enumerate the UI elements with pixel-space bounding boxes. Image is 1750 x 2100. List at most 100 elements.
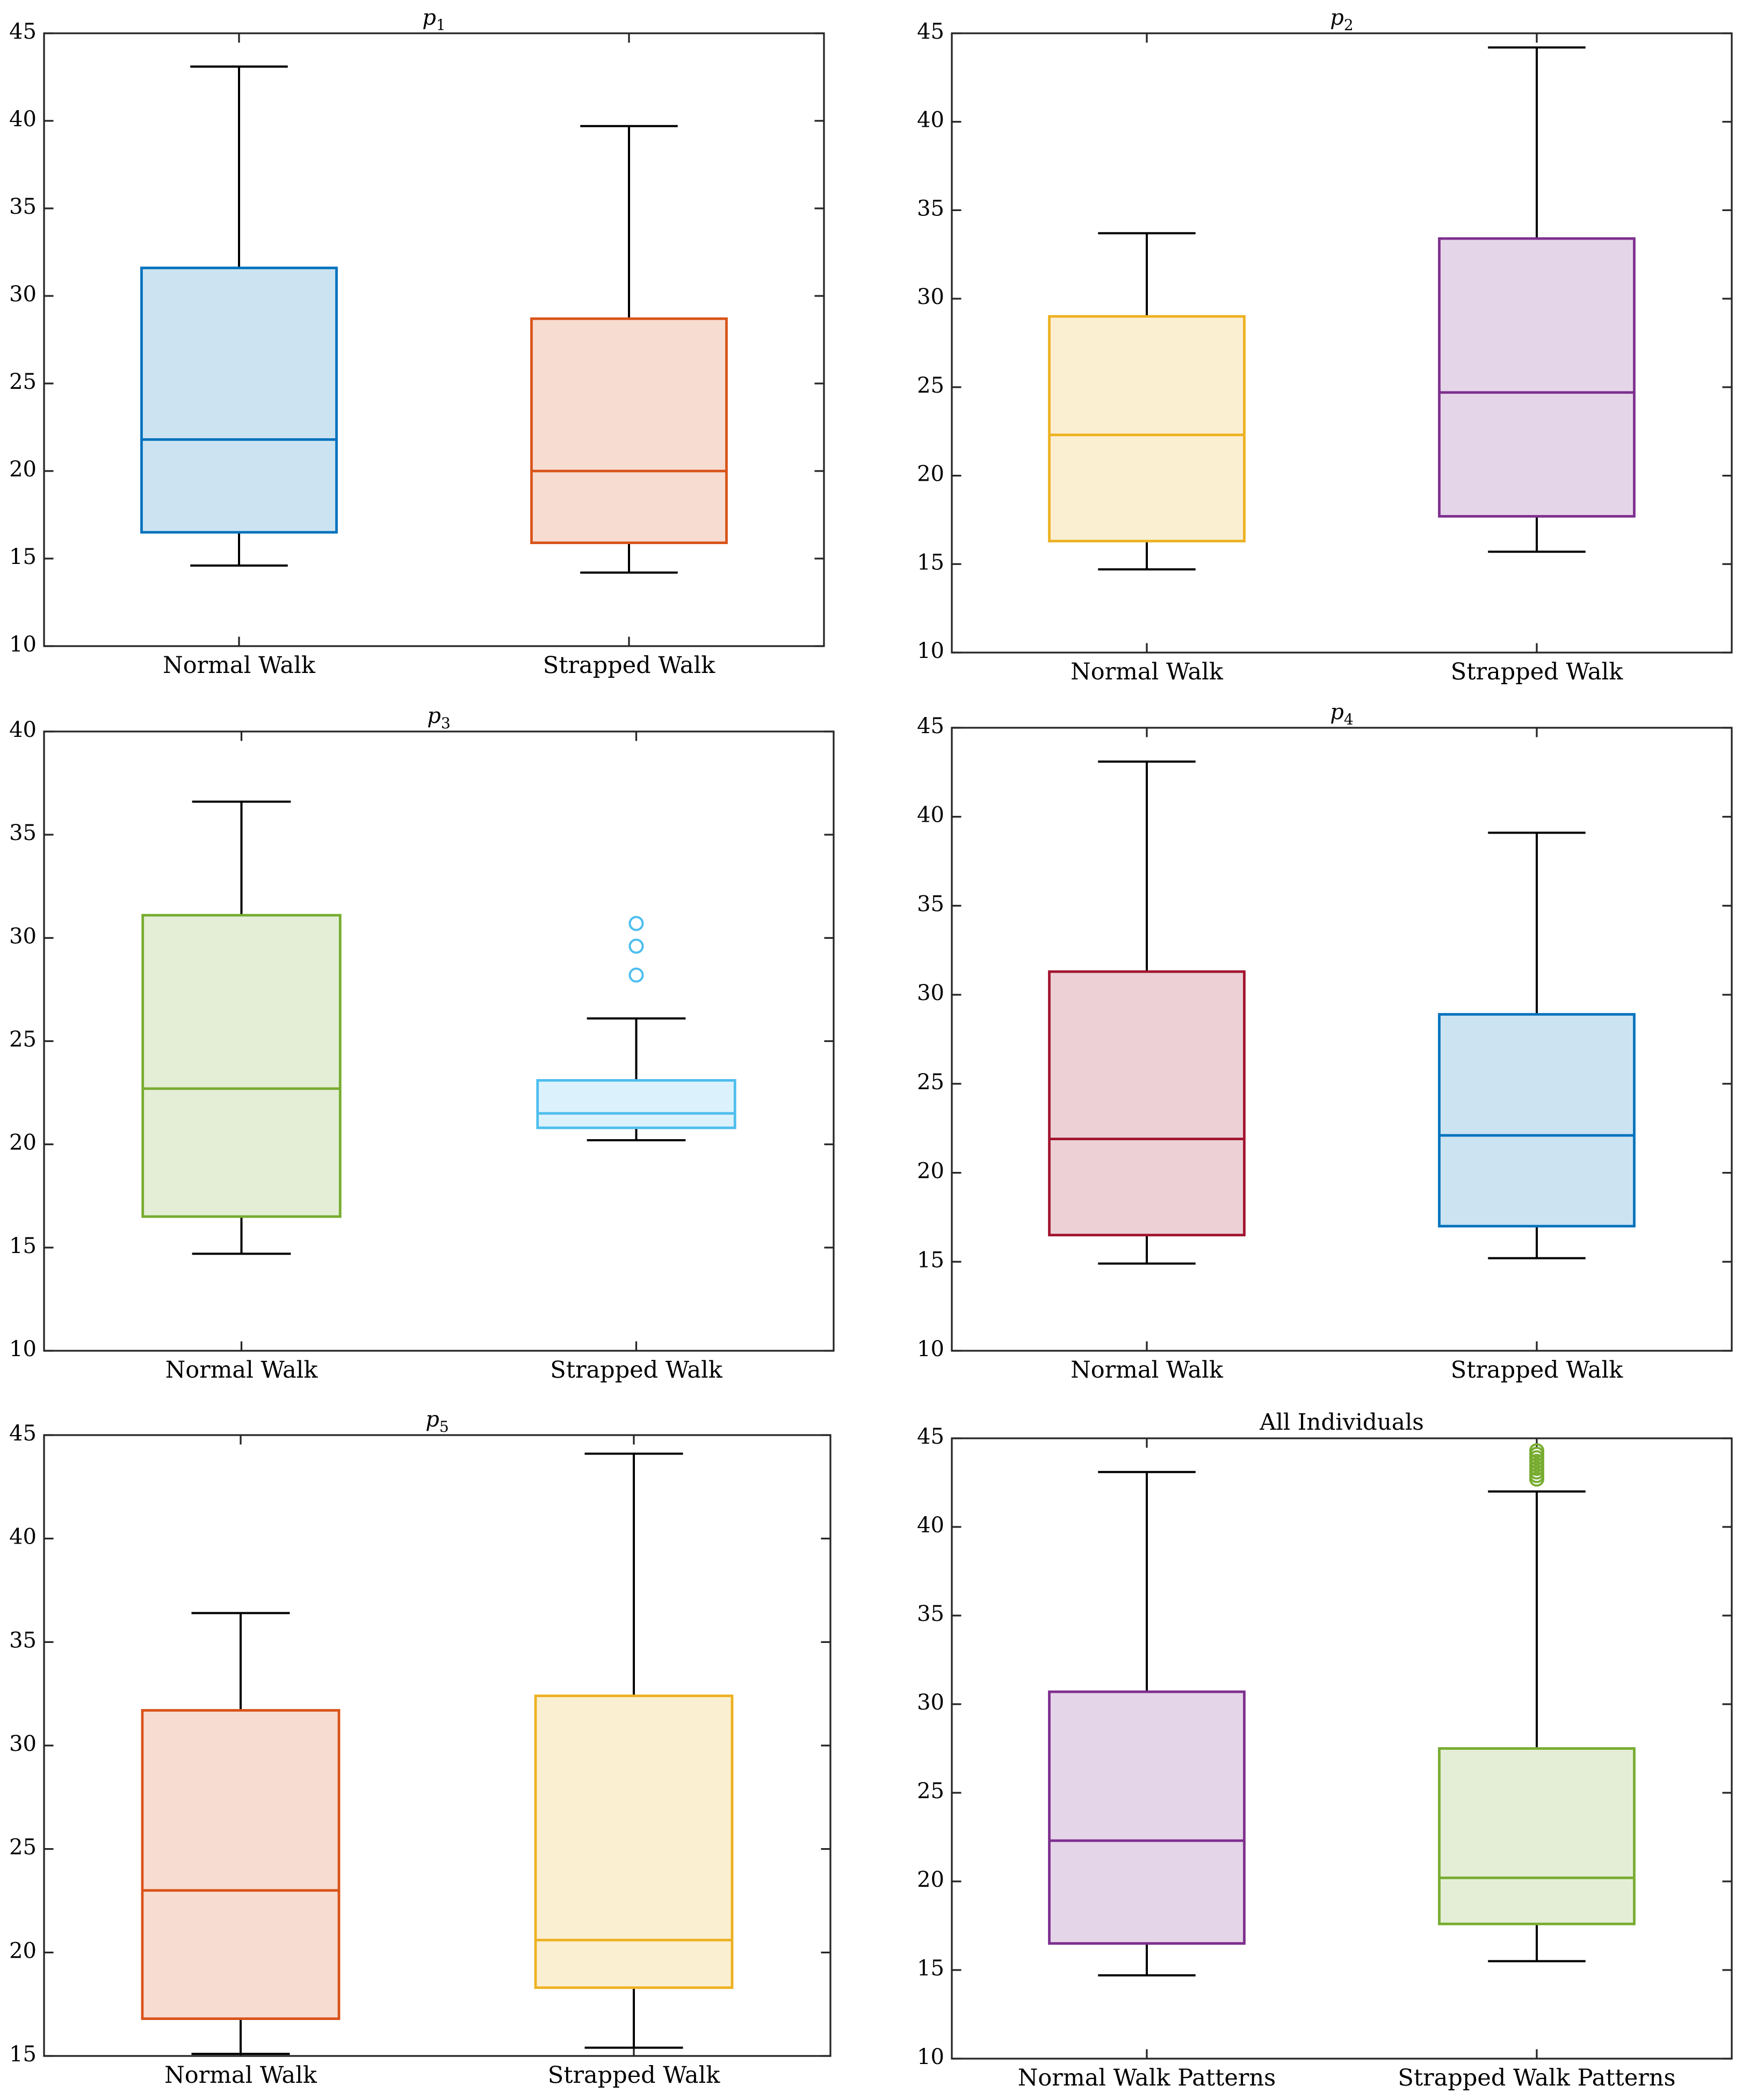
- iqr-box: [141, 1709, 341, 2021]
- panel-1: 10 15 20 25 30 35 40 45 Normal Walk Strapped Walk…: [9, 5, 825, 679]
- y-tick-label: 40: [917, 108, 944, 133]
- y-tick-label: 30: [917, 1690, 944, 1715]
- box-1: [1048, 1471, 1246, 1976]
- y-tick-label: 10: [917, 639, 944, 663]
- y-tick-label: 10: [917, 2045, 944, 2069]
- y-tick-label: 40: [9, 107, 37, 132]
- y-tick-label: 30: [917, 285, 944, 309]
- iqr-box: [1048, 970, 1246, 1236]
- y-tick-label: 45: [917, 1424, 944, 1449]
- y-tick-label: 20: [9, 457, 37, 482]
- y-tick-label: 20: [917, 1867, 944, 1892]
- y-tick-label: 10: [917, 1337, 944, 1362]
- axes-frame: [951, 1437, 1733, 2060]
- panel-title: p1: [422, 5, 445, 34]
- outlier-point: [628, 967, 644, 983]
- iqr-box: [140, 266, 338, 534]
- y-tick-label: 35: [917, 892, 944, 916]
- axes-frame: [951, 32, 1733, 654]
- panel-6: 10 15 20 25 30 35 40 45 Normal Walk Patterns Stra…: [917, 1409, 1733, 2091]
- x-tick-label: Normal Walk: [165, 1357, 319, 1384]
- x-tick-label: Normal Walk: [1071, 1357, 1224, 1384]
- panel-3: 10 15 20 25 30 35 40 Normal Walk Strapped Walk p3: [9, 704, 835, 1384]
- box-2: [534, 1452, 734, 2049]
- y-tick-label: 25: [917, 1779, 944, 1804]
- panel-title: p2: [1330, 5, 1353, 34]
- box-2: [1438, 1443, 1636, 1963]
- x-tick-label: Normal Walk: [163, 652, 316, 679]
- box-2: [1438, 831, 1636, 1259]
- y-tick-label: 20: [9, 1938, 37, 1963]
- x-tick-label: Strapped Walk: [1451, 1357, 1623, 1384]
- y-tick-label: 15: [9, 545, 37, 569]
- panel-title: All Individuals: [1259, 1409, 1424, 1435]
- y-tick-label: 25: [917, 1070, 944, 1095]
- panel-5: 15 20 25 30 35 40 45 Normal Walk Strapped Walk p5: [9, 1407, 831, 2089]
- x-tick-label: Normal Walk: [1071, 658, 1224, 685]
- y-tick-label: 40: [9, 718, 37, 742]
- y-tick-label: 15: [917, 1956, 944, 1981]
- y-tick-label: 40: [917, 1513, 944, 1538]
- y-tick-label: 30: [917, 981, 944, 1005]
- box-2: [536, 916, 736, 1141]
- y-tick-label: 45: [917, 714, 944, 738]
- panel-2: 10 15 20 25 30 35 40 45 Normal Walk Strapped Walk…: [917, 5, 1733, 685]
- y-tick-label: 25: [9, 1835, 37, 1860]
- y-tick-label: 25: [9, 370, 37, 394]
- x-tick-label: Normal Walk: [164, 2062, 317, 2089]
- axes-frame: [951, 727, 1733, 1352]
- box-1: [140, 65, 338, 567]
- iqr-box: [1438, 1747, 1636, 1925]
- box-2: [1438, 46, 1636, 553]
- y-tick-label: 45: [9, 19, 37, 44]
- iqr-box: [141, 914, 342, 1218]
- x-tick-label: Strapped Walk: [543, 652, 715, 679]
- y-tick-label: 15: [917, 550, 944, 575]
- y-tick-label: 15: [9, 1234, 37, 1258]
- y-tick-label: 15: [9, 2042, 37, 2067]
- outlier-point: [1529, 1443, 1545, 1459]
- x-tick-label: Strapped Walk Patterns: [1398, 2065, 1675, 2091]
- y-tick-label: 10: [9, 1337, 37, 1362]
- iqr-box: [1048, 315, 1246, 542]
- y-tick-label: 30: [9, 1732, 37, 1756]
- y-tick-label: 30: [9, 282, 37, 307]
- box-2: [530, 125, 728, 574]
- box-1: [141, 1612, 341, 2055]
- box-1: [1048, 232, 1246, 571]
- y-tick-label: 45: [9, 1421, 37, 1446]
- y-tick-label: 10: [9, 632, 37, 657]
- iqr-box: [1438, 237, 1636, 518]
- iqr-box: [530, 317, 728, 545]
- x-tick-label: Normal Walk Patterns: [1018, 2065, 1276, 2091]
- panel-title: p5: [425, 1407, 449, 1436]
- y-tick-label: 20: [9, 1131, 37, 1155]
- y-tick-label: 15: [917, 1248, 944, 1272]
- y-tick-label: 35: [9, 1628, 37, 1653]
- panel-title: p3: [427, 704, 450, 732]
- panel-4: 10 15 20 25 30 35 40 45 Normal Walk Strapped Walk…: [917, 700, 1733, 1384]
- x-tick-label: Strapped Walk: [550, 1357, 722, 1384]
- y-tick-label: 20: [917, 1159, 944, 1184]
- y-tick-label: 40: [917, 803, 944, 828]
- box-1: [1048, 760, 1246, 1265]
- y-tick-label: 35: [9, 821, 37, 845]
- y-tick-label: 25: [917, 373, 944, 398]
- y-tick-label: 30: [9, 924, 37, 948]
- axes-frame: [43, 32, 825, 647]
- y-tick-label: 35: [9, 194, 37, 219]
- iqr-box: [536, 1079, 736, 1129]
- y-tick-label: 20: [917, 462, 944, 487]
- iqr-box: [1438, 1013, 1636, 1228]
- y-tick-label: 45: [917, 19, 944, 44]
- panel-title: p4: [1330, 700, 1353, 728]
- box-1: [141, 800, 342, 1255]
- y-tick-label: 25: [9, 1027, 37, 1052]
- y-tick-label: 35: [917, 1602, 944, 1626]
- outlier-point: [628, 916, 644, 931]
- iqr-box: [534, 1695, 734, 1989]
- outlier-point: [628, 938, 644, 954]
- y-tick-label: 35: [917, 196, 944, 221]
- x-tick-label: Strapped Walk: [548, 2062, 720, 2089]
